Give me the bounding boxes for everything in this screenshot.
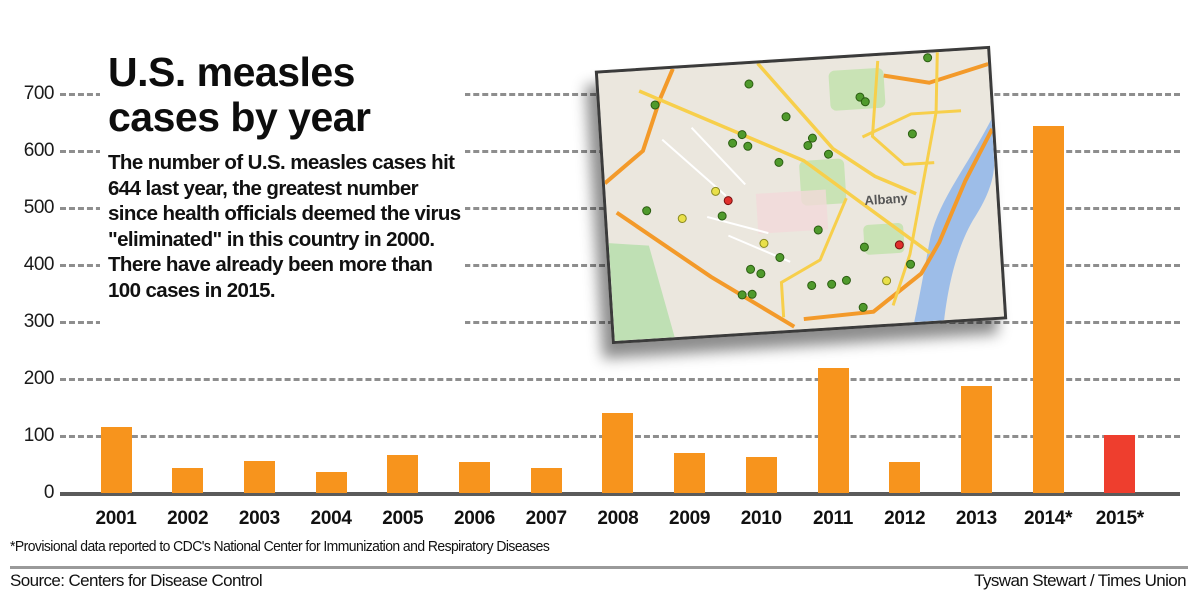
x-tick-label: 2015* [1095,508,1144,529]
source-credit: Source: Centers for Disease Control [10,571,263,590]
bar-2007 [530,468,562,493]
footer-separator [10,566,1188,569]
bar-2004 [315,471,347,493]
x-tick-label: 2003 [238,508,280,529]
chart-description: The number of U.S. measles cases hit 644… [108,151,461,302]
bar-2012 [889,461,921,493]
x-tick-label: 2011 [812,508,854,529]
x-tick-label: 2013 [955,508,997,529]
bar-2014 [1032,125,1064,493]
albany-map-image: Albany [597,49,1005,341]
x-tick-label: 2001 [95,508,137,529]
y-tick-label: 700 [23,83,55,104]
map-inset: Albany [594,45,1008,345]
footnote: *Provisional data reported to CDC's Nati… [10,538,550,555]
y-tick-label: 600 [23,140,55,161]
x-tick-label: 2008 [597,508,639,529]
x-tick-label: 2006 [453,508,496,529]
y-tick-label: 100 [23,425,55,446]
bar-2013 [960,386,992,493]
x-axis-baseline [60,492,1180,496]
x-tick-label: 2004 [310,508,352,529]
bar-2001 [100,426,132,493]
chart-title: U.S. measles cases by year [108,50,538,140]
author-credit: Tyswan Stewart / Times Union [974,571,1186,590]
x-tick-label: 2002 [167,508,209,529]
bar-2003 [243,461,275,493]
bar-2011 [817,367,849,493]
x-tick-label: 2005 [382,508,424,529]
bar-2005 [387,455,419,493]
y-tick-label: 400 [23,254,55,275]
y-tick-label: 500 [23,197,55,218]
title-background [100,48,465,338]
bar-2008 [602,413,634,493]
bar-2009 [674,452,706,493]
gridline [60,378,1180,381]
title-line-1: U.S. measles [108,49,356,95]
bar-2015 [1104,434,1136,493]
x-tick-label: 2009 [669,508,711,529]
map-city-label: Albany [864,190,909,208]
y-tick-label: 200 [23,368,55,389]
title-line-2: cases by year [108,94,371,140]
x-tick-label: 2010 [740,508,782,529]
bar-2010 [745,457,777,493]
x-tick-label: 2014* [1024,508,1073,529]
x-tick-label: 2012 [884,508,926,529]
x-tick-label: 2007 [525,508,567,529]
y-tick-label: 0 [43,482,55,503]
bar-2002 [172,467,204,493]
bar-2006 [459,461,490,493]
y-tick-label: 300 [23,311,55,332]
